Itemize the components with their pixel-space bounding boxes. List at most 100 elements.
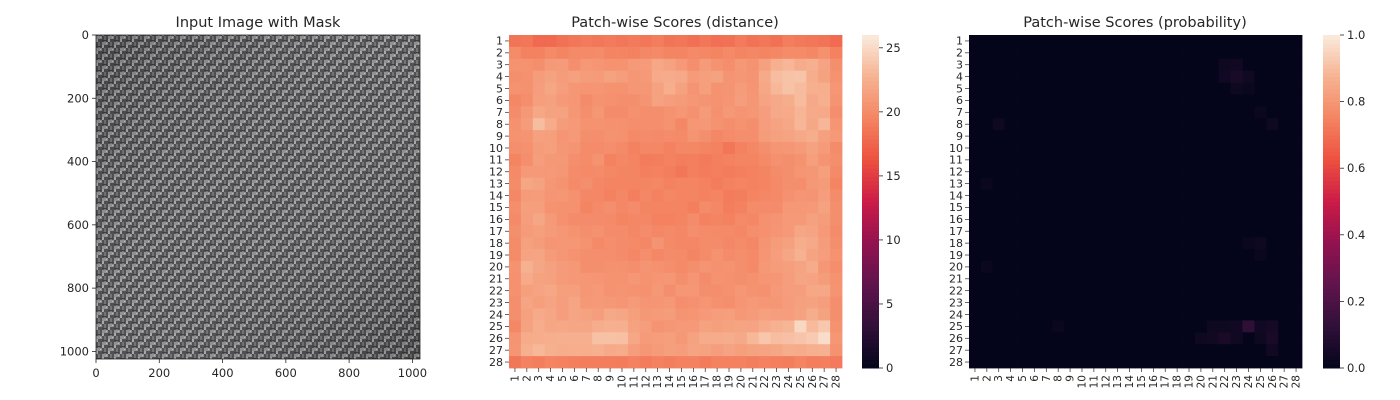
- col-tick-label: 23: [771, 375, 783, 388]
- heatmap-cell: [1028, 344, 1041, 357]
- heatmap-cell: [1242, 225, 1255, 238]
- heatmap-cell: [770, 35, 783, 48]
- heatmap-cell: [992, 320, 1006, 333]
- heatmap-cell: [675, 260, 688, 274]
- heatmap-cell: [1040, 201, 1053, 214]
- heatmap-cell: [723, 46, 736, 60]
- heatmap-cell: [1076, 118, 1089, 131]
- heatmap-cell: [1194, 237, 1208, 250]
- heatmap-cell: [818, 177, 831, 190]
- heatmap-cell: [1016, 177, 1029, 190]
- heatmap-cell: [992, 142, 1006, 155]
- heatmap-cell: [1147, 213, 1160, 226]
- heatmap-cell: [980, 213, 994, 226]
- heatmap-cell: [1171, 130, 1184, 143]
- heatmap-cell: [1040, 189, 1053, 202]
- row-tick-label: 19: [949, 249, 963, 262]
- colorbar-segment: [1323, 243, 1340, 248]
- heatmap-cell: [639, 35, 653, 48]
- heatmap-cell: [616, 106, 629, 119]
- heatmap-cell: [1147, 70, 1160, 83]
- heatmap-cell: [746, 260, 760, 274]
- heatmap-cell: [830, 249, 843, 262]
- heatmap-cell: [734, 189, 748, 202]
- heatmap-cell: [1278, 249, 1291, 262]
- heatmap-cell: [1099, 58, 1113, 72]
- row-tick-label: 26: [489, 332, 503, 345]
- heatmap-cell: [592, 296, 605, 309]
- heatmap-cell: [556, 58, 569, 72]
- row-tick-label: 7: [496, 106, 503, 119]
- heatmap-cell: [616, 35, 629, 48]
- heatmap-cell: [580, 308, 593, 321]
- heatmap-cell: [1076, 82, 1089, 95]
- heatmap-cell: [1040, 118, 1053, 131]
- heatmap-cell: [1290, 153, 1303, 167]
- colorbar-segment: [862, 114, 879, 119]
- heatmap-cell: [1278, 332, 1291, 345]
- heatmap-cell: [992, 260, 1006, 274]
- heatmap-cell: [1230, 320, 1243, 333]
- heatmap-cell: [1171, 165, 1184, 179]
- heatmap-cell: [1266, 118, 1279, 131]
- heatmap-cell: [723, 225, 736, 238]
- heatmap-cell: [1171, 142, 1184, 155]
- heatmap-cell: [980, 344, 994, 357]
- heatmap-cell: [980, 153, 994, 167]
- heatmap-cell: [532, 46, 546, 60]
- heatmap-cell: [794, 153, 807, 167]
- heatmap-cell: [758, 189, 772, 202]
- colorbar-segment: [1323, 55, 1340, 61]
- heatmap-cell: [1290, 308, 1303, 321]
- heatmap-cell: [1004, 142, 1017, 155]
- heatmap-cell: [794, 296, 807, 309]
- row-tick-label: 3: [496, 59, 503, 72]
- heatmap-cell: [556, 94, 569, 107]
- heatmap-cell: [532, 35, 546, 48]
- heatmap-cell: [1171, 332, 1184, 345]
- heatmap-cell: [556, 35, 569, 48]
- heatmap-cell: [830, 344, 843, 357]
- heatmap-cell: [663, 225, 676, 238]
- heatmap-cell: [830, 284, 843, 298]
- heatmap-cell: [1099, 332, 1113, 345]
- heatmap-cell: [734, 94, 748, 107]
- heatmap-cell: [830, 201, 843, 214]
- colorbar-segment: [1323, 338, 1340, 344]
- heatmap-cell: [746, 94, 760, 107]
- heatmap-cell: [1135, 320, 1148, 333]
- row-tick-label: 27: [489, 344, 503, 357]
- heatmap-cell: [1242, 165, 1255, 179]
- heatmap-cell: [758, 118, 772, 131]
- heatmap-cell: [1052, 249, 1065, 262]
- heatmap-cell: [1159, 356, 1172, 369]
- heatmap-cell: [1242, 70, 1255, 83]
- heatmap-cell: [734, 213, 748, 226]
- heatmap-cell: [1254, 296, 1267, 309]
- heatmap-cell: [651, 296, 664, 309]
- row-tick-label: 10: [949, 142, 963, 155]
- heatmap-cell: [1183, 118, 1196, 131]
- heatmap-cell: [639, 177, 653, 190]
- heatmap-cell: [1099, 106, 1113, 119]
- heatmap-cell: [723, 142, 736, 155]
- col-tick-label: 5: [1017, 375, 1029, 382]
- heatmap-cell: [1230, 142, 1243, 155]
- heatmap-cell: [1064, 142, 1077, 155]
- heatmap-cell: [1004, 344, 1017, 357]
- heatmap-cell: [711, 237, 724, 250]
- row-tick-label: 28: [949, 356, 963, 369]
- colorbar-segment: [862, 39, 879, 44]
- heatmap-cell: [1028, 118, 1041, 131]
- heatmap-cell: [1040, 46, 1053, 60]
- heatmap-cell: [663, 320, 676, 333]
- heatmap-cell: [699, 296, 712, 309]
- colorbar-segment: [862, 347, 879, 352]
- heatmap-cell: [1194, 82, 1208, 95]
- heatmap-cell: [616, 153, 629, 167]
- heatmap-cell: [663, 213, 676, 226]
- heatmap-cell: [818, 320, 831, 333]
- row-tick-label: 8: [956, 118, 963, 131]
- heatmap-cell: [544, 106, 557, 119]
- heatmap-cell: [1135, 130, 1148, 143]
